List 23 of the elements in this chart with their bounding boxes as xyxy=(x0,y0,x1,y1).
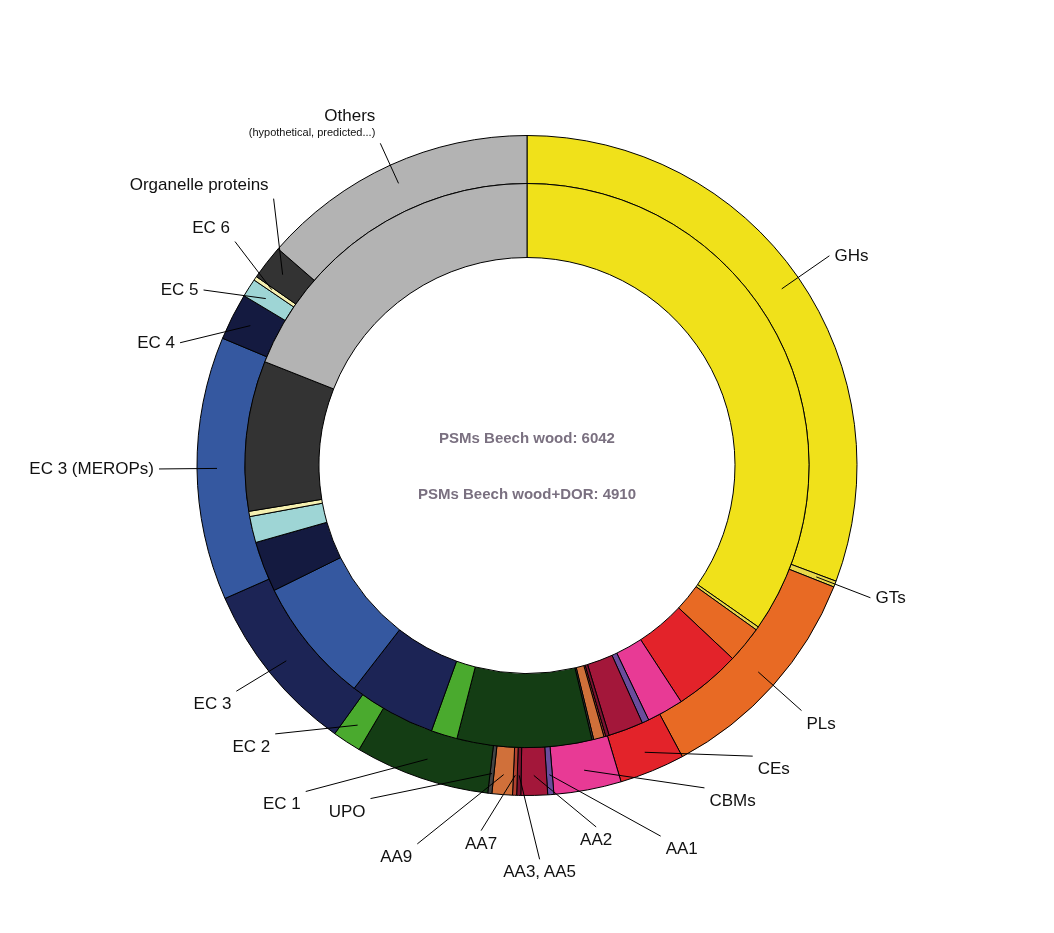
text: PSMs Beech wood+DOR: 4910 xyxy=(418,484,636,502)
slice-label: EC 4 xyxy=(137,332,176,352)
slice-label: AA3, AA5 xyxy=(503,862,576,882)
slice-label: AA1 xyxy=(665,839,698,859)
text: PSMs Beech wood: 6042 xyxy=(439,428,615,446)
slice-label: EC 6 xyxy=(192,217,230,237)
slice-label: EC 2 xyxy=(232,736,271,756)
slice-label: Organelle proteins xyxy=(129,174,269,194)
slice-label: AA9 xyxy=(380,846,413,866)
text: (hypothetical, predicted...) xyxy=(248,126,376,139)
slice-label: GHs xyxy=(834,245,869,265)
slice-label: EC 3 (MEROPs) xyxy=(29,458,155,478)
slice-label: EC 5 xyxy=(160,279,199,299)
slice-label: CEs xyxy=(757,759,790,779)
slice-label: PLs xyxy=(806,713,836,733)
slice-label: Others xyxy=(324,106,376,126)
slice-label: UPO xyxy=(328,801,366,821)
slice-label: EC 1 xyxy=(262,794,301,814)
slice-label: EC 3 xyxy=(193,694,232,714)
slice-label: AA7 xyxy=(465,833,498,853)
slice-label: AA2 xyxy=(580,829,613,849)
slice-label: GTs xyxy=(875,587,906,607)
slice-label: CBMs xyxy=(709,790,756,810)
